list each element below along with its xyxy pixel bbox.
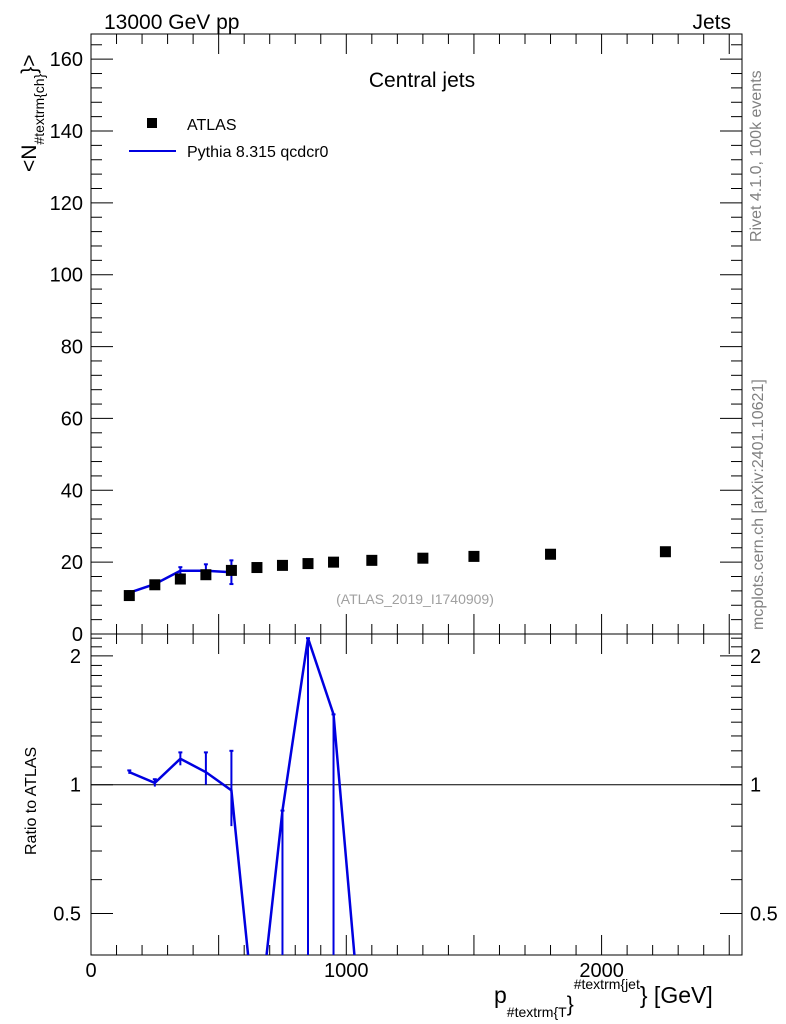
header-right-label: Jets [692, 11, 731, 34]
main-y-axis: 0 20 40 60 80 100 120 140 160 [50, 44, 742, 646]
ratio-y-axis: 0.5 0.5 1 1 2 2 [53, 637, 778, 956]
main-y-tick-label: 40 [61, 480, 83, 502]
main-panel: 0 20 40 60 80 100 120 140 160 Central jets ATLAS… [18, 33, 743, 646]
ratio-x-tick-label: 0 [85, 960, 96, 982]
ratio-x-tick-label: 1000 [324, 960, 369, 982]
main-y-axis-title: <N#textrm{ch}}> [18, 54, 47, 172]
main-y-tick-label: 0 [72, 624, 83, 646]
ratio-panel: 0.5 0.51 12 2 0 1000 2000 Ratio to ATLAS p#te… [23, 633, 778, 1020]
svg-text:p#textrm{T}#textrm{jet} [GeV]: p#textrm{T}#textrm{jet} [GeV] [494, 976, 713, 1020]
ratio-x-tick-label: 2000 [579, 960, 624, 982]
main-data-series [123, 546, 671, 602]
atlas-data-point [468, 550, 480, 562]
ratio-y-tick-label-right: 2 [750, 646, 761, 668]
atlas-data-point [366, 554, 378, 566]
main-y-tick-label: 60 [61, 408, 83, 430]
ratio-panel-frame [90, 633, 743, 956]
legend-atlas-label: ATLAS [187, 117, 237, 134]
xlabel-main: p [494, 982, 507, 1008]
main-ylabel-post: }> [18, 54, 41, 73]
main-x-ticks [90, 34, 730, 634]
main-ylabel-sub: #textrm{ch} [31, 73, 47, 144]
xlabel-sup: #textrm{jet [574, 976, 640, 992]
ratio-x-axis: 0 1000 2000 [85, 634, 730, 982]
rivet-version-label: Rivet 4.1.0, 100k events [748, 70, 765, 242]
atlas-data-point [302, 558, 314, 570]
ratio-y-tick-label: 0.5 [53, 904, 81, 926]
ratio-y-tick-label-right: 1 [750, 775, 761, 797]
ratio-line [128, 637, 356, 955]
atlas-data-point [174, 573, 186, 585]
atlas-data-point [276, 559, 288, 571]
main-y-tick-label: 140 [50, 121, 83, 143]
ratio-mc-series [127, 637, 356, 955]
legend-mc-label: Pythia 8.315 qcdcr0 [187, 144, 329, 161]
x-axis-title: p#textrm{T}#textrm{jet} [GeV] [494, 976, 713, 1020]
main-ylabel-pre: <N [18, 145, 41, 172]
atlas-data-point [328, 556, 340, 568]
atlas-data-point [545, 548, 557, 560]
xlabel-unit: } [GeV] [640, 982, 713, 1008]
ratio-y-tick-label-right: 0.5 [750, 904, 778, 926]
atlas-data-point [200, 569, 212, 581]
ratio-y-tick-label: 2 [70, 646, 81, 668]
xlabel-sub: #textrm{T [507, 1004, 567, 1020]
main-y-tick-label: 20 [61, 552, 83, 574]
atlas-data-point [123, 590, 135, 602]
atlas-data-point [417, 552, 429, 564]
svg-text:<N#textrm{ch}}>: <N#textrm{ch}}> [18, 54, 47, 172]
mcplots-label: mcplots.cern.ch [arXiv:2401.10621] [750, 379, 767, 630]
ratio-y-axis-title: Ratio to ATLAS [23, 747, 40, 855]
header-left-label: 13000 GeV pp [104, 11, 239, 34]
atlas-data-point [225, 564, 237, 576]
legend: ATLAS Pythia 8.315 qcdcr0 [129, 117, 329, 161]
main-y-tick-label: 100 [50, 265, 83, 287]
atlas-data-point [251, 562, 263, 574]
atlas-data-point [149, 579, 161, 591]
main-panel-title: Central jets [369, 69, 475, 92]
legend-atlas-marker [147, 118, 157, 128]
analysis-watermark: (ATLAS_2019_I1740909) [336, 591, 494, 607]
main-y-tick-label: 80 [61, 337, 83, 359]
ratio-y-tick-label: 1 [70, 775, 81, 797]
main-y-tick-label: 120 [50, 193, 83, 215]
atlas-data-point [659, 546, 671, 558]
xlabel-brace: } [567, 993, 574, 1016]
main-y-tick-label: 160 [50, 49, 83, 71]
